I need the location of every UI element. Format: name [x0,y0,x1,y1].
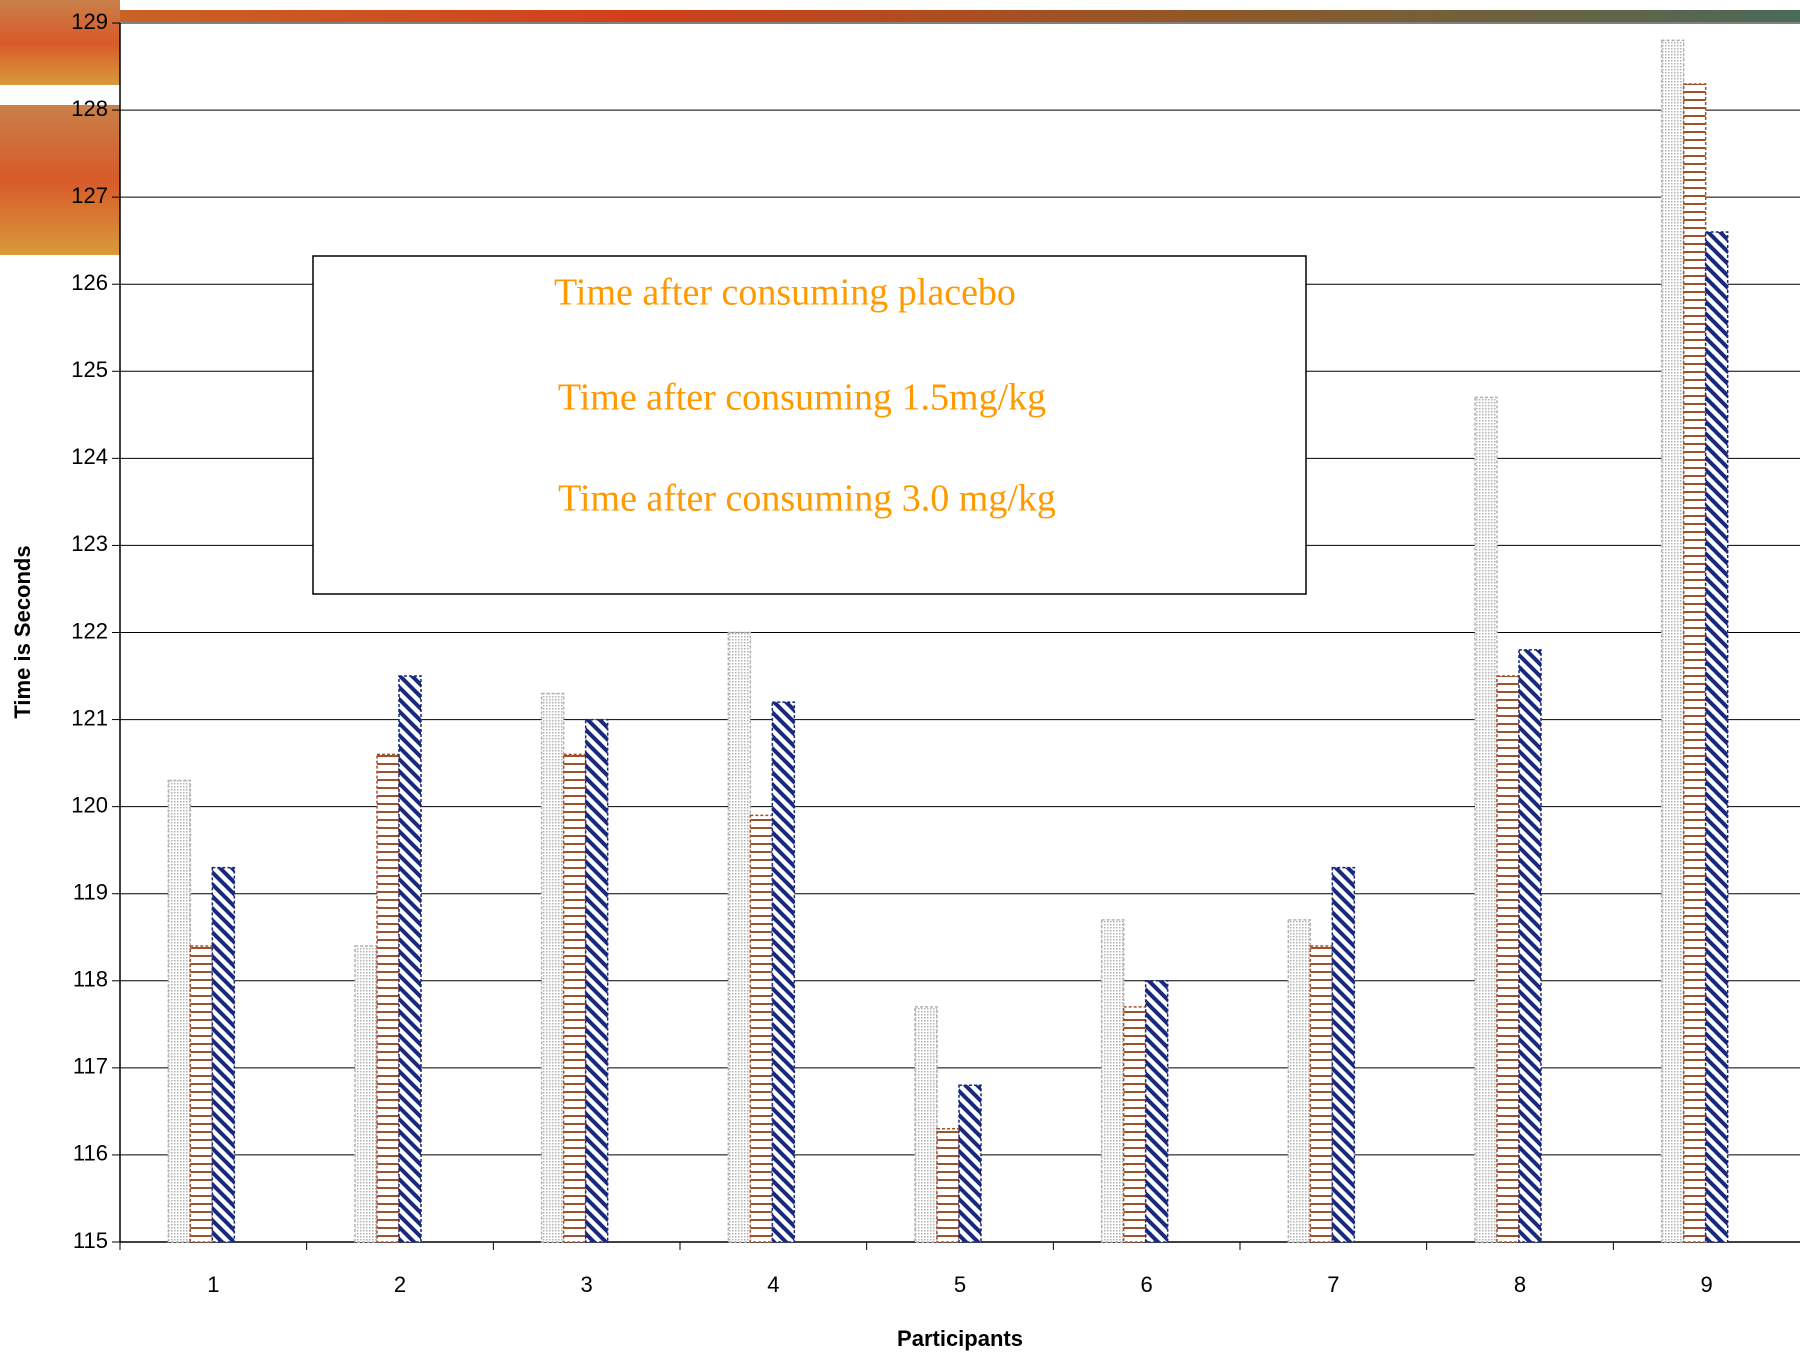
corner-decoration [0,0,120,85]
x-tick-label: 5 [954,1272,966,1297]
bar [1660,39,1685,1243]
bar [376,753,400,1243]
bar [398,675,422,1243]
bar [167,779,192,1243]
bar [1122,1006,1147,1243]
bar [562,753,587,1243]
y-tick-label: 123 [71,531,108,556]
bar [1144,980,1169,1243]
bar [914,1006,938,1243]
bar [1331,866,1356,1243]
bar [189,945,214,1243]
bar [1287,919,1312,1243]
top-band [0,10,1800,22]
bar [749,814,774,1243]
bar [1474,396,1498,1243]
bar [936,1128,960,1243]
y-tick-label: 119 [73,880,108,905]
x-axis-title: Participants [897,1326,1023,1351]
x-tick-label: 7 [1327,1272,1339,1297]
y-tick-label: 122 [71,618,108,643]
y-tick-label: 116 [73,1141,108,1166]
bar [727,631,752,1243]
bar [771,701,796,1243]
y-tick-label: 128 [71,96,108,121]
bar [1682,83,1707,1243]
y-tick-label: 120 [71,792,108,817]
bar [1518,649,1542,1243]
y-tick-label: 127 [71,183,108,208]
corner-decoration [0,105,120,255]
y-tick-label: 117 [73,1054,108,1079]
legend-entry: Time after consuming placebo [554,272,1016,314]
y-axis-title: Time is Seconds [10,545,35,718]
y-tick-label: 121 [71,705,108,730]
bar [211,866,236,1243]
legend-entry: Time after consuming 1.5mg/kg [558,377,1046,419]
x-tick-label: 2 [394,1272,406,1297]
x-tick-label: 4 [767,1272,779,1297]
x-tick-label: 3 [581,1272,593,1297]
bar [1496,675,1520,1243]
legend-box [312,255,1307,595]
x-tick-label: 8 [1514,1272,1526,1297]
x-tick-label: 6 [1141,1272,1153,1297]
bar [354,945,378,1243]
x-tick-label: 1 [207,1272,219,1297]
y-tick-label: 125 [71,357,108,382]
y-tick-label: 115 [73,1228,108,1253]
x-tick-label: 9 [1701,1272,1713,1297]
y-tick-label: 118 [73,967,108,992]
y-tick-label: 126 [71,270,108,295]
bar [540,692,565,1243]
bar [1704,231,1729,1243]
legend-entry: Time after consuming 3.0 mg/kg [558,478,1056,520]
bar [584,718,609,1243]
bar [1100,919,1125,1243]
bar [958,1084,982,1243]
bar [1309,945,1334,1243]
plot-area: 1151161171181191201211221231241251261271… [71,9,1800,1297]
y-tick-label: 129 [71,9,108,34]
y-tick-label: 124 [71,444,108,469]
